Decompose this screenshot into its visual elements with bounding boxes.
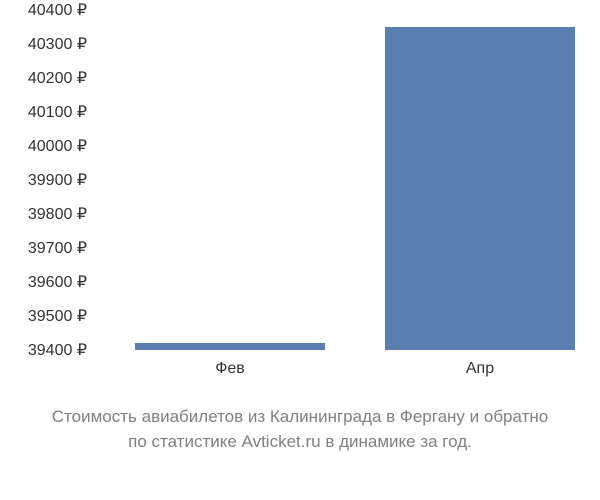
bar: [385, 27, 575, 350]
caption-line1: Стоимость авиабилетов из Калининграда в …: [52, 407, 548, 426]
y-tick-label: 40200 ₽: [28, 68, 87, 88]
y-tick-label: 39900 ₽: [28, 170, 87, 190]
y-tick-label: 39700 ₽: [28, 238, 87, 258]
y-tick-label: 39800 ₽: [28, 204, 87, 224]
y-tick-label: 39600 ₽: [28, 272, 87, 292]
price-chart: 39400 ₽ 39500 ₽ 39600 ₽ 39700 ₽ 39800 ₽ 39900…: [0, 10, 600, 390]
y-tick-label: 40100 ₽: [28, 102, 87, 122]
y-axis: 39400 ₽39500 ₽39600 ₽39700 ₽39800 ₽39900…: [0, 10, 95, 350]
chart-caption: Стоимость авиабилетов из Калининграда в …: [0, 405, 600, 454]
y-tick-label: 40300 ₽: [28, 34, 87, 54]
caption-line2: по статистике Avticket.ru в динамике за …: [128, 432, 472, 451]
y-tick-label: 40000 ₽: [28, 136, 87, 156]
x-axis: Фев Апр: [95, 355, 585, 385]
x-tick-label: Апр: [466, 360, 494, 378]
y-tick-label: 39400 ₽: [28, 340, 87, 360]
y-tick-label: 39500 ₽: [28, 306, 87, 326]
plot-area: [95, 10, 585, 350]
x-tick-label: Фев: [215, 360, 245, 378]
bar: [135, 343, 325, 350]
y-tick-label: 40400 ₽: [28, 0, 87, 20]
